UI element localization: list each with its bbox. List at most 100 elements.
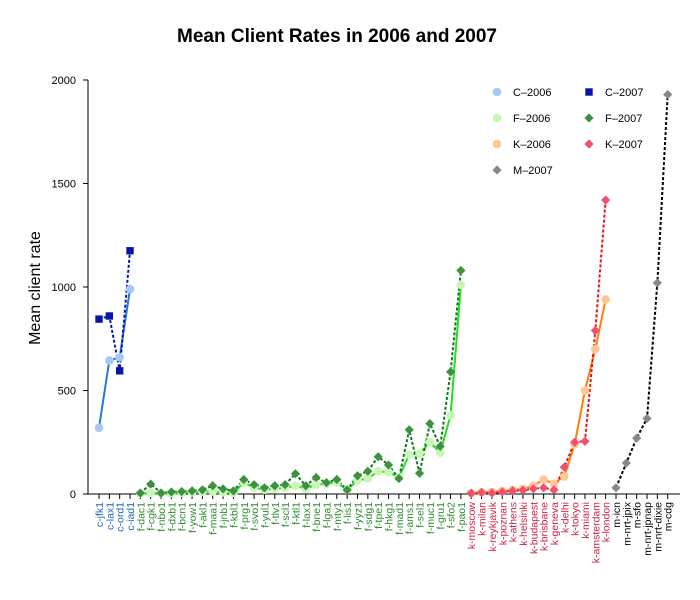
data-point <box>249 480 259 490</box>
data-point <box>291 481 300 491</box>
x-tick-label: f-lax1 <box>301 502 313 528</box>
legend-label: C–2006 <box>513 87 552 99</box>
x-tick-label: f-prg1 <box>239 502 251 530</box>
x-tick-label: f-dac1 <box>135 502 147 531</box>
data-point <box>301 481 311 491</box>
legend-label: M–2007 <box>513 165 553 177</box>
data-point <box>177 486 187 497</box>
data-point <box>560 472 569 481</box>
data-point <box>497 487 507 497</box>
data-point <box>591 344 600 354</box>
x-tick-label: f-kbl1 <box>228 502 240 528</box>
legend-label: C–2007 <box>605 87 644 99</box>
x-tick-label: f-bcn1 <box>177 502 189 531</box>
data-point <box>187 486 197 496</box>
data-point <box>156 488 166 498</box>
x-tick-label: c-lax1 <box>104 502 116 530</box>
data-point <box>404 425 414 435</box>
data-point <box>466 488 476 498</box>
y-tick-label: 0 <box>70 489 76 501</box>
x-tick-label: f-ktl1 <box>290 502 302 525</box>
x-tick-label: f-bne1 <box>311 502 323 532</box>
data-point <box>518 485 528 495</box>
data-point <box>632 433 642 443</box>
x-tick-label: f-gru1 <box>435 502 447 530</box>
data-point <box>363 474 373 483</box>
x-tick-label: f-nbo1 <box>156 502 168 532</box>
data-point <box>208 481 218 491</box>
x-tick-label: c-iad1 <box>125 502 137 531</box>
x-tick-label: k-london <box>601 502 613 542</box>
data-point <box>539 475 548 484</box>
x-tick-label: k-athens <box>508 502 520 542</box>
x-tick-label: k-milan <box>477 502 489 536</box>
data-point <box>280 480 290 490</box>
data-point <box>580 386 590 395</box>
data-point <box>476 487 487 497</box>
x-tick-label: k-brisbane <box>539 502 551 551</box>
data-point <box>135 488 145 498</box>
data-point <box>435 441 445 451</box>
data-point <box>425 419 435 429</box>
data-point <box>311 480 321 489</box>
x-tick-label: k-amsterdam <box>590 502 602 564</box>
axes: 0 500 1000 1500 2000 c-jfk1c-lax1c-ord1c-iad1… <box>52 75 680 563</box>
data-point <box>528 484 538 494</box>
data-point <box>115 353 124 362</box>
data-point <box>445 367 456 377</box>
data-point <box>290 469 301 479</box>
data-point <box>559 462 569 472</box>
x-tick-label: k-miami <box>580 502 592 539</box>
x-tick-label: m-icn <box>611 502 623 528</box>
series-line <box>615 94 669 489</box>
data-point <box>456 280 466 290</box>
series-line <box>98 250 132 372</box>
data-point <box>353 476 362 485</box>
data-point <box>492 87 502 97</box>
data-point <box>584 139 594 149</box>
data-point <box>197 485 207 495</box>
x-tick-label: c-jfk1 <box>94 502 106 527</box>
x-tick-label: m-cdg <box>663 502 675 531</box>
x-tick-label: f-cgk1 <box>146 502 158 531</box>
data-point <box>218 484 228 494</box>
x-tick-label: f-mty1 <box>332 502 344 531</box>
x-tick-label: f-lga1 <box>321 502 333 528</box>
data-point <box>435 448 445 457</box>
y-tick-label: 1000 <box>52 282 76 294</box>
series-line <box>471 199 607 495</box>
chart-title: Mean Client Rates in 2006 and 2007 <box>177 26 497 47</box>
data-point <box>404 450 414 459</box>
x-tick-label: f-mad1 <box>394 502 406 535</box>
data-point <box>621 458 631 468</box>
y-tick-label: 1500 <box>52 179 76 191</box>
data-point <box>415 449 424 458</box>
x-tick-label: c-ord1 <box>115 502 127 532</box>
data-point <box>228 486 239 496</box>
data-point <box>259 483 270 493</box>
data-point <box>508 486 518 496</box>
data-point <box>414 468 425 478</box>
x-tick-label: f-yow1 <box>187 502 199 533</box>
data-point <box>373 452 383 462</box>
data-point <box>425 437 435 447</box>
data-point <box>239 474 249 485</box>
x-tick-label: f-hkg1 <box>384 502 396 531</box>
data-point <box>492 165 502 175</box>
data-point <box>105 312 114 320</box>
series-line <box>140 284 462 495</box>
data-point <box>487 488 497 498</box>
data-point <box>611 483 621 493</box>
data-point <box>166 487 176 497</box>
data-point <box>126 247 134 255</box>
data-point <box>456 265 466 276</box>
x-tick-label: m-sfo <box>632 502 644 528</box>
plot-area <box>94 89 673 498</box>
data-point <box>549 485 559 495</box>
data-point <box>601 295 610 304</box>
y-tick-label: 500 <box>58 386 76 398</box>
x-tick-label: k-moscow <box>466 502 478 550</box>
legend-label: F–2007 <box>605 113 642 125</box>
x-tick-label: m-nrt-jpnap <box>642 502 654 556</box>
x-tick-label: f-scl1 <box>280 502 292 527</box>
